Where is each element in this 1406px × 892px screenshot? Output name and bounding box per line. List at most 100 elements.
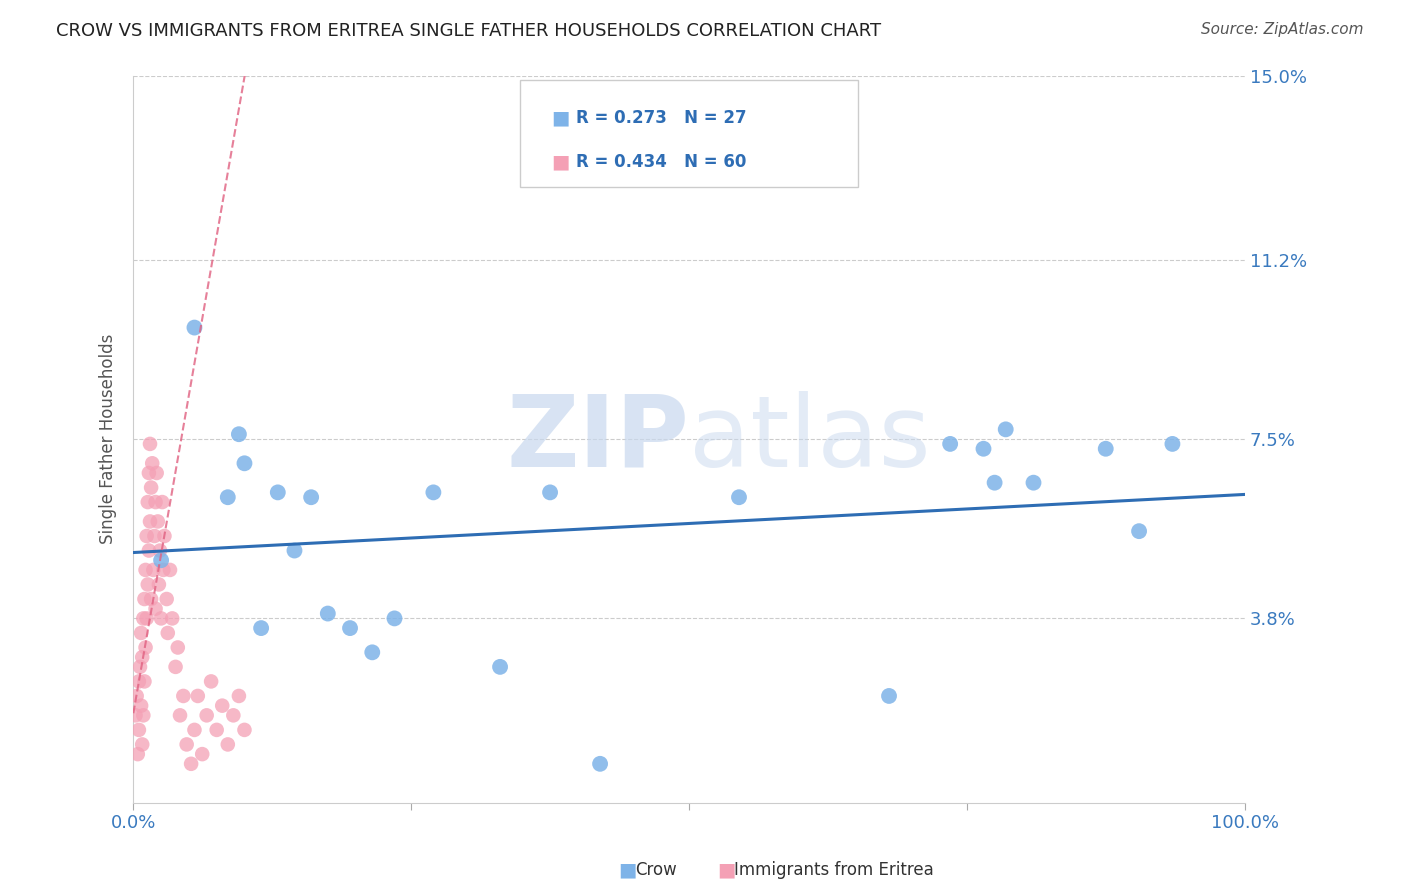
Point [156, 592, 179, 607]
Text: R = 0.434   N = 60: R = 0.434 N = 60 [576, 153, 747, 171]
Point [145, 466, 167, 480]
Point [135, 563, 157, 577]
Point [228, 427, 250, 442]
Point [983, 475, 1005, 490]
Point [191, 747, 214, 761]
Point [165, 660, 187, 674]
Point [134, 674, 156, 689]
Point [217, 490, 239, 504]
Point [1022, 475, 1045, 490]
Point [233, 723, 256, 737]
Point [1094, 442, 1116, 456]
Point [136, 495, 159, 509]
Point [159, 563, 181, 577]
Point [150, 553, 173, 567]
Point [183, 320, 205, 334]
Point [200, 674, 222, 689]
Point [129, 626, 152, 640]
Point [994, 422, 1017, 436]
Point [283, 543, 305, 558]
Point [145, 601, 167, 615]
Point [129, 698, 152, 713]
Text: Source: ZipAtlas.com: Source: ZipAtlas.com [1201, 22, 1364, 37]
Point [148, 577, 170, 591]
Point [489, 660, 512, 674]
Point [139, 437, 162, 451]
Point [135, 640, 157, 655]
Point [222, 708, 245, 723]
Point [128, 723, 150, 737]
Point [125, 689, 148, 703]
Point [1128, 524, 1150, 538]
Point [131, 650, 153, 665]
Point [316, 607, 339, 621]
Point [135, 529, 157, 543]
Text: ■: ■ [551, 153, 569, 172]
Point [205, 723, 228, 737]
Point [538, 485, 561, 500]
Point [127, 747, 149, 761]
Point [166, 640, 188, 655]
Point [132, 708, 155, 723]
Point [138, 466, 160, 480]
Point [589, 756, 612, 771]
Point [128, 674, 150, 689]
Point [139, 592, 162, 607]
Point [153, 529, 176, 543]
Point [195, 708, 218, 723]
Point [146, 515, 169, 529]
Point [361, 645, 384, 659]
Point [150, 611, 173, 625]
Point [939, 437, 962, 451]
Point [124, 708, 146, 723]
Text: ZIP: ZIP [506, 391, 689, 488]
Point [728, 490, 751, 504]
Point [267, 485, 290, 500]
Point [156, 626, 179, 640]
Point [135, 611, 157, 625]
Point [1161, 437, 1184, 451]
Point [132, 611, 155, 625]
Point [131, 738, 153, 752]
Point [152, 563, 174, 577]
Text: ■: ■ [717, 860, 735, 880]
Y-axis label: Single Father Households: Single Father Households [100, 334, 117, 544]
Point [176, 738, 198, 752]
Point [233, 456, 256, 470]
Point [141, 456, 163, 470]
Point [129, 660, 152, 674]
Point [180, 756, 202, 771]
Point [160, 611, 183, 625]
Point [139, 515, 162, 529]
Point [211, 698, 233, 713]
Text: Immigrants from Eritrea: Immigrants from Eritrea [734, 861, 934, 879]
Text: CROW VS IMMIGRANTS FROM ERITREA SINGLE FATHER HOUSEHOLDS CORRELATION CHART: CROW VS IMMIGRANTS FROM ERITREA SINGLE F… [56, 22, 882, 40]
Point [299, 490, 322, 504]
Point [384, 611, 406, 625]
Text: Crow: Crow [636, 861, 678, 879]
Text: ■: ■ [619, 860, 637, 880]
Point [877, 689, 900, 703]
Point [136, 577, 159, 591]
Point [143, 529, 166, 543]
Point [422, 485, 444, 500]
Text: atlas: atlas [689, 391, 931, 488]
Point [972, 442, 994, 456]
Point [183, 723, 205, 737]
Point [145, 495, 167, 509]
Text: ■: ■ [551, 108, 569, 128]
Point [142, 563, 165, 577]
Point [339, 621, 361, 635]
Point [169, 708, 191, 723]
Point [150, 495, 173, 509]
Point [139, 481, 162, 495]
Point [149, 543, 172, 558]
Point [187, 689, 209, 703]
Point [250, 621, 273, 635]
Text: R = 0.273   N = 27: R = 0.273 N = 27 [576, 109, 747, 127]
Point [228, 689, 250, 703]
Point [172, 689, 194, 703]
Point [134, 592, 156, 607]
Point [217, 738, 239, 752]
Point [138, 543, 160, 558]
